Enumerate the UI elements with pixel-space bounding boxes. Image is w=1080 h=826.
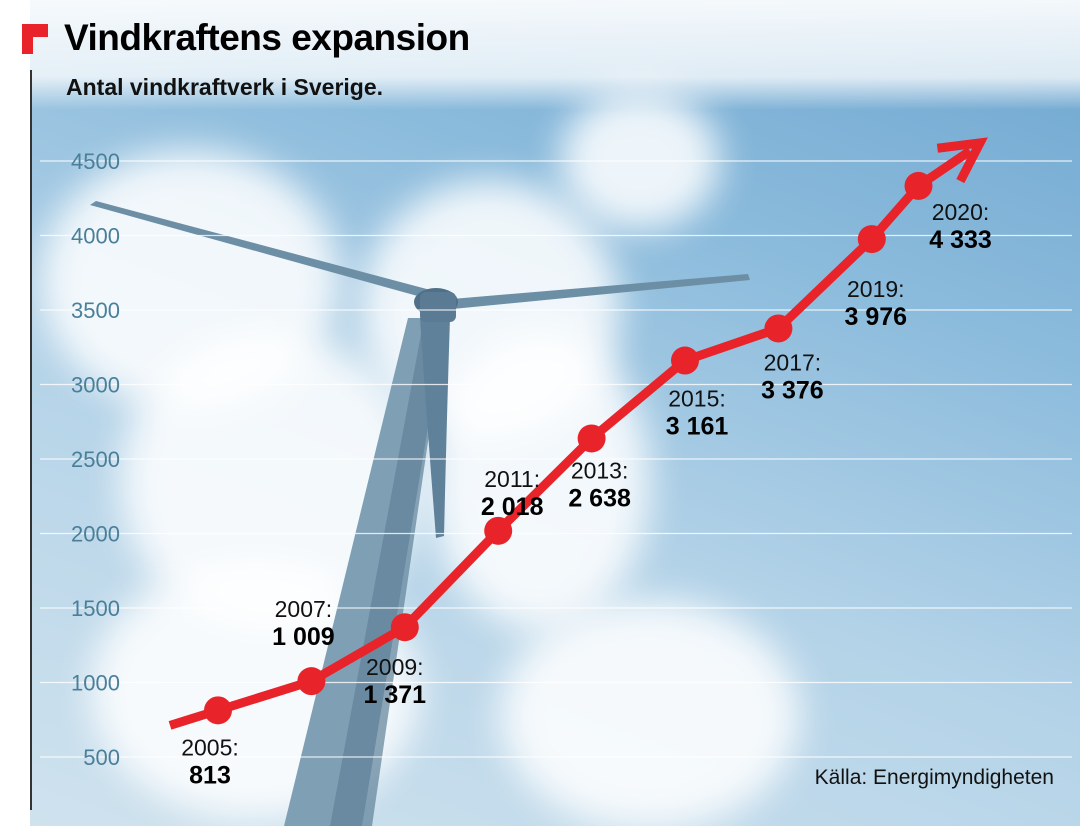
point-year-label: 2020:: [932, 199, 990, 225]
point-year-label: 2007:: [275, 596, 333, 622]
point-value-label: 813: [189, 761, 231, 789]
title-backdrop: [30, 0, 1080, 110]
point-value-label: 2 638: [568, 484, 631, 512]
turbine-blade: [420, 318, 450, 538]
data-point: [204, 696, 232, 725]
source-note: Källa: Energimyndigheten: [814, 766, 1054, 789]
y-tick-label: 500: [83, 745, 120, 770]
point-value-label: 1 009: [272, 623, 335, 651]
cloud: [430, 330, 650, 630]
point-value-label: 4 333: [929, 226, 992, 254]
page-title: Vindkraftens expansion: [64, 17, 470, 58]
turbine-tower-shade: [330, 318, 446, 826]
wind-turbine: [90, 201, 750, 826]
point-year-label: 2005:: [181, 734, 239, 760]
data-point: [857, 225, 886, 254]
turbine-nacelle: [420, 292, 456, 322]
cloud: [560, 90, 720, 230]
turbine-blade: [440, 274, 750, 310]
point-value-label: 1 371: [364, 681, 427, 709]
data-point: [484, 516, 513, 545]
point-year-label: 2009:: [366, 654, 424, 680]
y-tick-label: 4500: [71, 149, 120, 174]
point-year-label: 2011:: [484, 466, 540, 492]
point-value-label: 3 161: [666, 413, 729, 441]
y-tick-label: 1000: [71, 671, 120, 696]
point-value-label: 3 376: [761, 376, 824, 404]
y-tick-label: 3000: [71, 373, 120, 398]
data-point: [671, 346, 699, 375]
turbine-blade: [90, 201, 438, 300]
data-point: [577, 424, 606, 453]
brand-flag-icon: [22, 24, 48, 54]
data-point: [297, 667, 326, 696]
trend-arrowhead: [936, 137, 988, 184]
page-subtitle: Antal vindkraftverk i Sverige.: [66, 74, 384, 100]
y-tick-label: 2000: [71, 522, 120, 547]
y-tick-label: 4000: [71, 224, 120, 249]
y-tick-label: 2500: [71, 447, 120, 472]
data-point: [764, 314, 793, 343]
left-rule: [30, 70, 32, 810]
y-tick-label: 3500: [71, 298, 120, 323]
point-year-label: 2015:: [668, 386, 726, 412]
cloud: [500, 600, 800, 826]
data-point: [390, 613, 419, 642]
point-value-label: 3 976: [845, 303, 908, 331]
point-year-label: 2019:: [847, 276, 905, 302]
point-year-label: 2013:: [571, 457, 629, 483]
y-tick-label: 1500: [71, 596, 120, 621]
point-year-label: 2017:: [764, 349, 822, 375]
point-value-label: 2 018: [481, 493, 544, 521]
data-point: [904, 171, 933, 200]
